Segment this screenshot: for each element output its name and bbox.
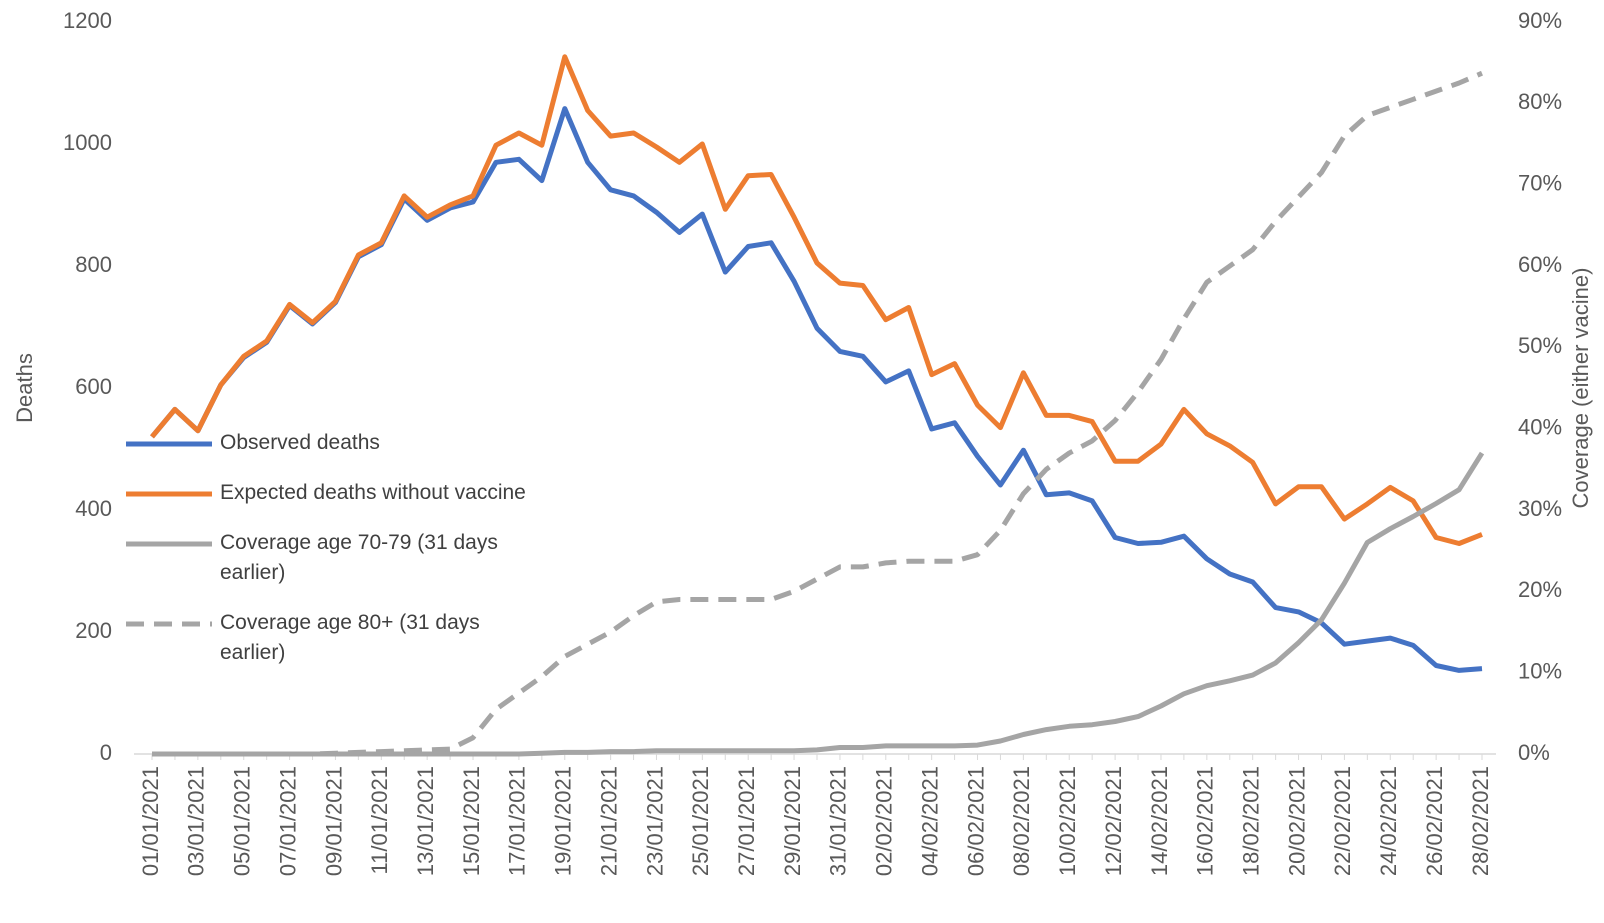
x-tick-label: 27/01/2021 bbox=[734, 766, 759, 876]
legend-label: Coverage age 80+ (31 days earlier) bbox=[220, 611, 480, 664]
series-line bbox=[152, 451, 1485, 757]
legend-item: Coverage age 70-79 (31 days earlier) bbox=[124, 528, 584, 588]
y2-tick-label: 10% bbox=[1518, 658, 1562, 683]
legend-item: Observed deaths bbox=[124, 428, 584, 458]
y-tick-label: 800 bbox=[75, 252, 112, 277]
y-axis-label: Deaths bbox=[12, 353, 37, 423]
x-tick-label: 19/01/2021 bbox=[551, 766, 576, 876]
y2-tick-label: 90% bbox=[1518, 8, 1562, 33]
x-tick-label: 17/01/2021 bbox=[505, 766, 530, 876]
y-tick-label: 600 bbox=[75, 374, 112, 399]
x-tick-label: 03/01/2021 bbox=[184, 766, 209, 876]
x-tick-label: 21/01/2021 bbox=[596, 766, 621, 876]
x-tick-label: 07/01/2021 bbox=[275, 766, 300, 876]
y2-tick-label: 50% bbox=[1518, 333, 1562, 358]
x-tick-label: 14/02/2021 bbox=[1147, 766, 1172, 876]
y2-axis-label: Coverage (either vacine) bbox=[1568, 268, 1593, 509]
legend-swatch bbox=[126, 441, 212, 447]
y-tick-label: 1200 bbox=[63, 8, 112, 33]
x-tick-label: 09/01/2021 bbox=[321, 766, 346, 876]
legend-swatch bbox=[126, 491, 212, 497]
legend-item: Coverage age 80+ (31 days earlier) bbox=[124, 608, 584, 668]
y2-tick-label: 40% bbox=[1518, 414, 1562, 439]
legend-swatch bbox=[126, 541, 212, 547]
legend-item: Expected deaths without vaccine bbox=[124, 478, 584, 508]
legend-label: Observed deaths bbox=[220, 431, 380, 454]
x-tick-label: 31/01/2021 bbox=[826, 766, 851, 876]
x-tick-label: 10/02/2021 bbox=[1055, 766, 1080, 876]
y-tick-label: 1000 bbox=[63, 130, 112, 155]
y2-tick-label: 80% bbox=[1518, 89, 1562, 114]
x-tick-label: 18/02/2021 bbox=[1239, 766, 1264, 876]
x-tick-label: 13/01/2021 bbox=[413, 766, 438, 876]
y2-tick-label: 20% bbox=[1518, 577, 1562, 602]
legend: Observed deaths Expected deaths without v… bbox=[124, 428, 584, 688]
x-tick-label: 05/01/2021 bbox=[230, 766, 255, 876]
y2-tick-label: 30% bbox=[1518, 496, 1562, 521]
x-tick-label: 08/02/2021 bbox=[1009, 766, 1034, 876]
y-tick-label: 200 bbox=[75, 618, 112, 643]
x-tick-label: 04/02/2021 bbox=[917, 766, 942, 876]
y-tick-label: 0 bbox=[100, 740, 112, 765]
series-line bbox=[150, 54, 1483, 546]
y2-tick-label: 70% bbox=[1518, 170, 1562, 195]
x-tick-label: 20/02/2021 bbox=[1284, 766, 1309, 876]
x-tick-label: 22/02/2021 bbox=[1330, 766, 1355, 876]
x-tick-label: 26/02/2021 bbox=[1422, 766, 1447, 876]
x-tick-label: 12/02/2021 bbox=[1101, 766, 1126, 876]
legend-swatch bbox=[126, 621, 212, 627]
x-tick-label: 06/02/2021 bbox=[963, 766, 988, 876]
x-tick-label: 29/01/2021 bbox=[780, 766, 805, 876]
x-tick-label: 01/01/2021 bbox=[138, 766, 163, 876]
x-tick-label: 25/01/2021 bbox=[688, 766, 713, 876]
y-tick-label: 400 bbox=[75, 496, 112, 521]
x-tick-label: 24/02/2021 bbox=[1376, 766, 1401, 876]
legend-label: Expected deaths without vaccine bbox=[220, 481, 526, 504]
y2-tick-label: 60% bbox=[1518, 252, 1562, 277]
x-tick-label: 16/02/2021 bbox=[1193, 766, 1218, 876]
legend-label: Coverage age 70-79 (31 days earlier) bbox=[220, 531, 498, 584]
x-tick-label: 15/01/2021 bbox=[459, 766, 484, 876]
x-tick-label: 11/01/2021 bbox=[367, 766, 392, 874]
y2-tick-label: 0% bbox=[1518, 740, 1550, 765]
x-tick-label: 28/02/2021 bbox=[1468, 766, 1493, 876]
x-tick-label: 23/01/2021 bbox=[642, 766, 667, 876]
x-tick-label: 02/02/2021 bbox=[872, 766, 897, 876]
